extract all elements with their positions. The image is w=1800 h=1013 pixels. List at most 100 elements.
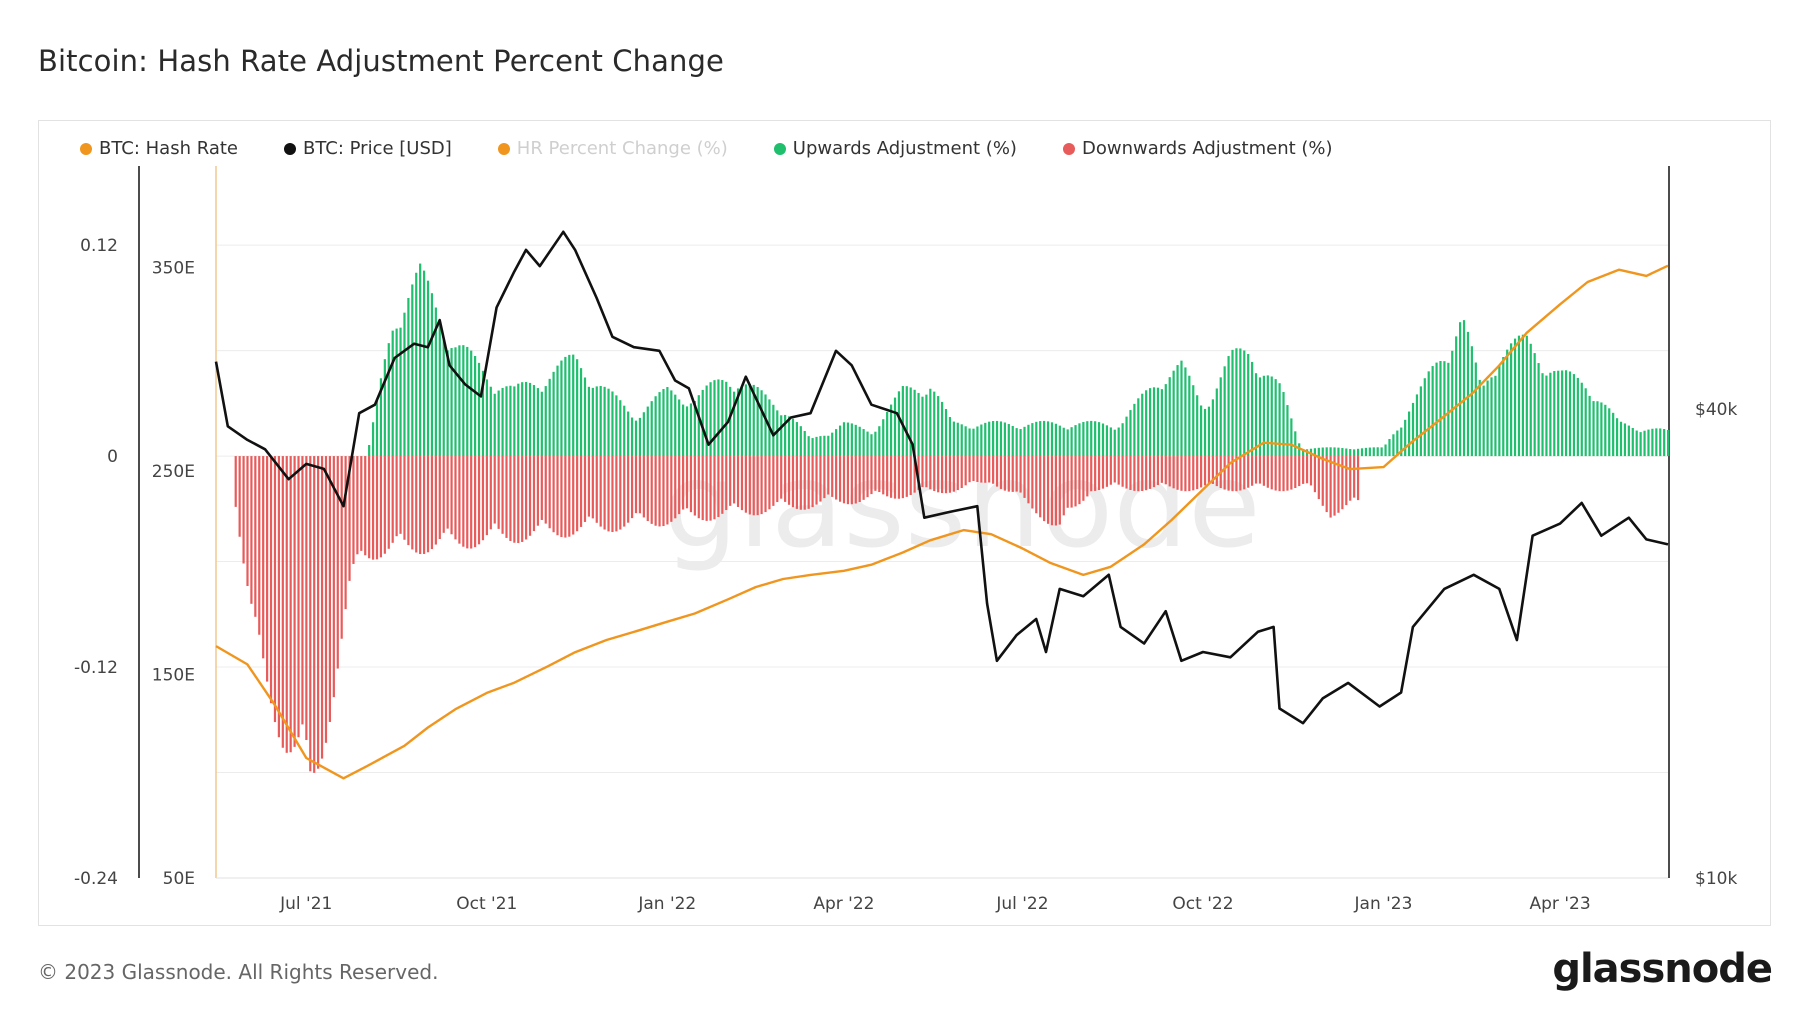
downward-adjustment-bar	[360, 456, 363, 551]
downward-adjustment-bar	[489, 456, 492, 530]
downward-adjustment-bar	[587, 456, 591, 517]
legend-item-downwards-adjustment[interactable]: Downwards Adjustment (%)	[1062, 138, 1333, 159]
downward-adjustment-bar	[1094, 456, 1097, 491]
downward-adjustment-bar	[1141, 456, 1144, 491]
upward-adjustment-bar	[858, 426, 861, 457]
upward-adjustment-bar	[1372, 447, 1375, 457]
downward-adjustment-bar	[250, 456, 253, 604]
upward-adjustment-bar	[383, 359, 386, 457]
hash-rate-line	[215, 264, 1669, 780]
downward-adjustment-bar	[1286, 456, 1289, 491]
upward-adjustment-bar	[1176, 365, 1179, 457]
upward-adjustment-bar	[1474, 362, 1477, 457]
legend-item-hr-percent-change[interactable]: HR Percent Change (%)	[497, 138, 728, 159]
downward-adjustment-bar	[960, 456, 963, 489]
upward-adjustment-bar	[368, 445, 371, 457]
upward-adjustment-bar	[1466, 331, 1470, 457]
upward-adjustment-bar	[1368, 447, 1371, 457]
upward-adjustment-bar	[870, 434, 873, 457]
downward-adjustment-bar	[705, 456, 708, 521]
downward-adjustment-bar	[273, 456, 277, 723]
downward-adjustment-bar	[1196, 456, 1199, 490]
y-tick-label-price: $10k	[1695, 869, 1737, 889]
upward-adjustment-bar	[1404, 419, 1407, 457]
downward-adjustment-bar	[344, 456, 347, 610]
downward-adjustment-bar	[678, 456, 681, 515]
legend-item-hash-rate[interactable]: BTC: Hash Rate	[80, 138, 238, 159]
downward-adjustment-bar	[1090, 456, 1093, 492]
downward-adjustment-bar	[685, 456, 689, 509]
downward-adjustment-bar	[787, 456, 791, 505]
upward-adjustment-bar	[438, 322, 441, 457]
downward-adjustment-bar	[560, 456, 563, 538]
downward-adjustment-bar	[1062, 456, 1065, 516]
upward-adjustment-bar	[1667, 430, 1670, 457]
upward-adjustment-bar	[419, 263, 422, 457]
upward-adjustment-bar	[1046, 421, 1050, 457]
downward-adjustment-bar	[854, 456, 857, 504]
upward-adjustment-bar	[1082, 421, 1085, 457]
downward-adjustment-bar	[1235, 456, 1238, 492]
upward-adjustment-bar	[1180, 360, 1183, 457]
downward-adjustment-bar	[1341, 456, 1344, 510]
upward-adjustment-bar	[760, 390, 763, 457]
downward-adjustment-bar	[815, 456, 818, 505]
downward-adjustment-bar	[422, 456, 426, 554]
upward-adjustment-bar	[988, 421, 991, 457]
downward-adjustment-bar	[603, 456, 606, 530]
upward-adjustment-bar	[501, 387, 504, 457]
downward-adjustment-bar	[1019, 456, 1022, 493]
upward-adjustment-bar	[1561, 370, 1564, 457]
x-tick-label: Oct '22	[1172, 894, 1233, 914]
upward-adjustment-bar	[1223, 366, 1226, 457]
upward-adjustment-bar	[1152, 387, 1156, 457]
downward-adjustment-bar	[1321, 456, 1324, 506]
downward-adjustment-bar	[375, 456, 379, 560]
upward-adjustment-bar	[1631, 427, 1634, 457]
legend-item-upwards-adjustment[interactable]: Upwards Adjustment (%)	[773, 138, 1017, 159]
upward-adjustment-bar	[1266, 375, 1269, 457]
downward-adjustment-bar	[521, 456, 524, 542]
downward-adjustment-bar	[1129, 456, 1132, 490]
legend-dot-icon	[497, 142, 510, 155]
downward-adjustment-bar	[1251, 456, 1254, 486]
upward-adjustment-bar	[1278, 383, 1281, 457]
upward-adjustment-bar	[697, 395, 700, 457]
downward-adjustment-bar	[1015, 456, 1018, 492]
upward-adjustment-bar	[1282, 392, 1285, 457]
upward-adjustment-bar	[1608, 408, 1611, 457]
upward-adjustment-bar	[1254, 373, 1258, 457]
upward-adjustment-bar	[901, 386, 904, 457]
upward-adjustment-bar	[387, 343, 390, 457]
downward-adjustment-bar	[1305, 456, 1309, 484]
downward-adjustment-bar	[501, 456, 504, 534]
upward-adjustment-bar	[513, 386, 516, 457]
upward-adjustment-bar	[607, 388, 610, 457]
y-tick-label-hashrate: 50E	[163, 869, 195, 889]
downward-adjustment-bar	[1333, 456, 1336, 516]
legend-item-price[interactable]: BTC: Price [USD]	[284, 138, 452, 159]
legend-label: HR Percent Change (%)	[516, 138, 728, 159]
upward-adjustment-bar	[1541, 373, 1544, 457]
upward-adjustment-bar	[835, 429, 838, 457]
price-line	[214, 230, 1669, 725]
downward-adjustment-bar	[980, 456, 983, 483]
upward-adjustment-bar	[548, 378, 551, 457]
downward-adjustment-bar	[281, 456, 284, 748]
upward-adjustment-bar	[725, 381, 728, 457]
downward-adjustment-bar	[371, 456, 375, 560]
downward-adjustment-bar	[921, 456, 924, 488]
downward-adjustment-bar	[689, 456, 693, 513]
downward-adjustment-bar	[426, 456, 430, 553]
upward-adjustment-bar	[689, 403, 693, 457]
upward-adjustment-bar	[1615, 418, 1619, 457]
upward-adjustment-bar	[1066, 429, 1069, 457]
upward-adjustment-bar	[434, 307, 437, 457]
upward-adjustment-bar	[1651, 428, 1654, 457]
downward-adjustment-bar	[1164, 456, 1167, 485]
upward-adjustment-bar	[1635, 430, 1638, 457]
upward-adjustment-bar	[1619, 421, 1623, 457]
downward-adjustment-bar	[576, 456, 579, 532]
downward-adjustment-bar	[548, 456, 551, 529]
x-tick-label: Apr '23	[1530, 894, 1591, 914]
